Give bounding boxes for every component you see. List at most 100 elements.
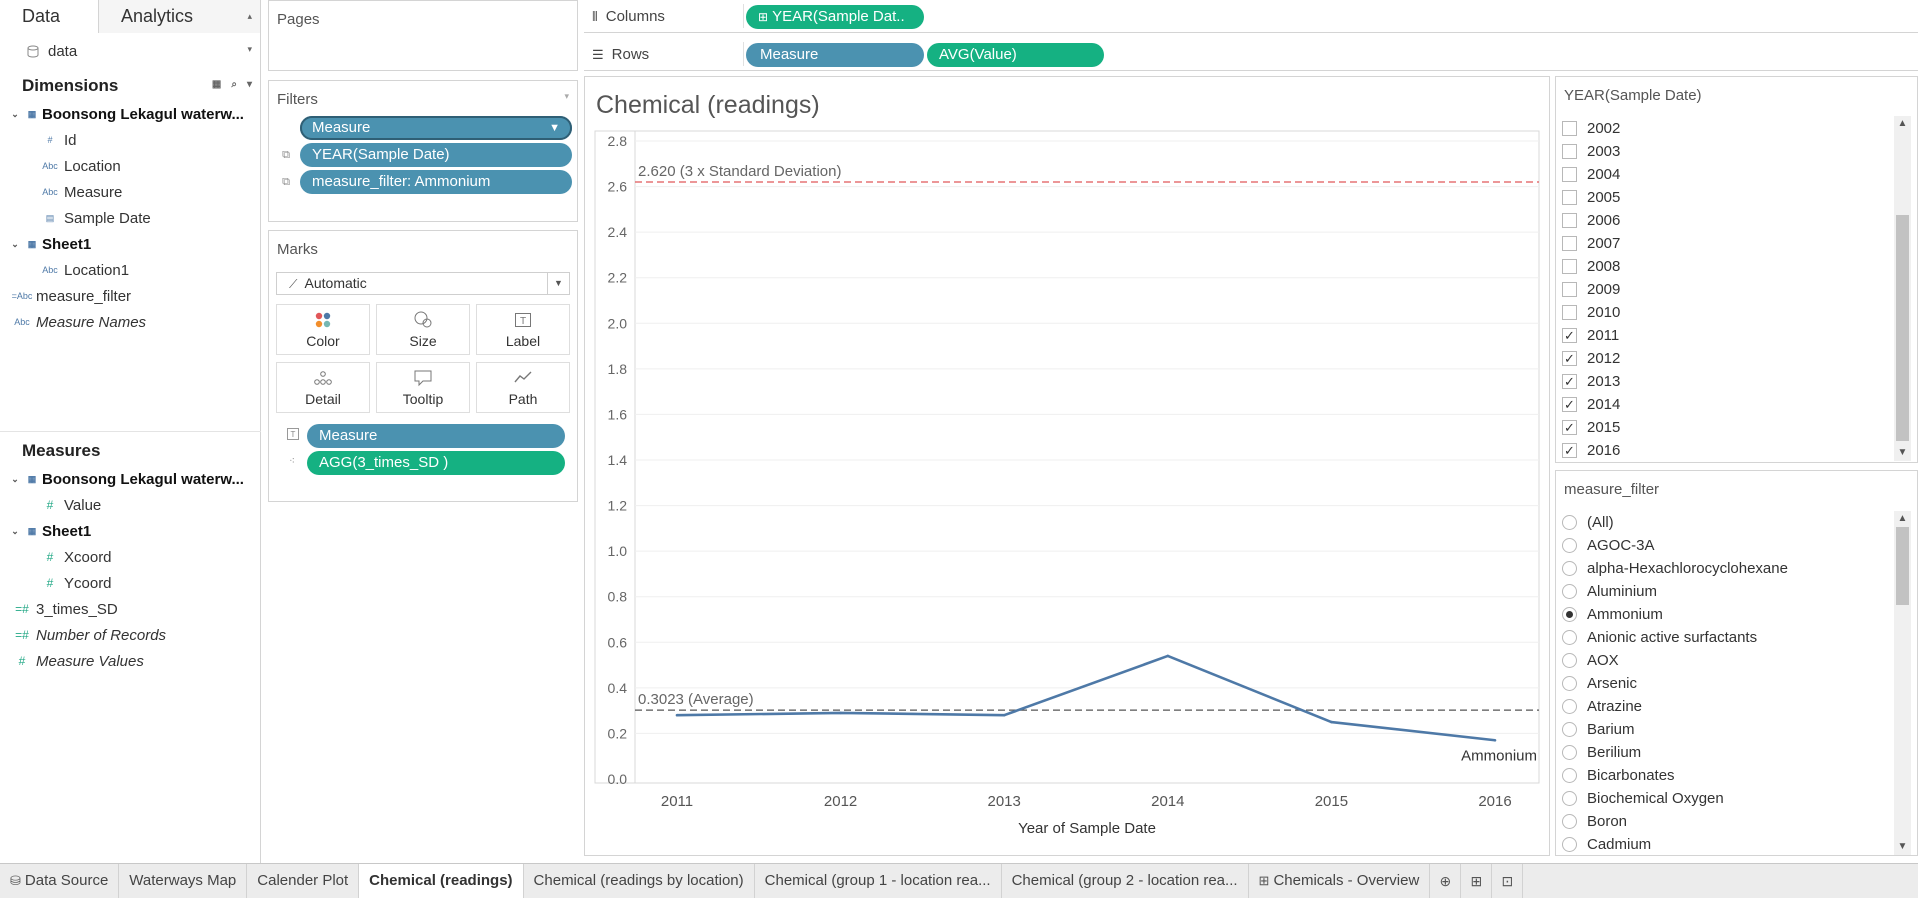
- field-item[interactable]: # Ycoord: [0, 570, 261, 596]
- dropdown-icon[interactable]: ▾: [246, 79, 252, 90]
- year-option-2010[interactable]: 2010: [1562, 301, 1620, 324]
- sheet-tab-calender-plot[interactable]: Calender Plot: [247, 864, 360, 898]
- measure-option-bicarbonates[interactable]: Bicarbonates: [1562, 764, 1675, 787]
- radio-icon[interactable]: [1562, 814, 1577, 829]
- columns-pill-year[interactable]: ⊞ YEAR(Sample Dat..: [746, 5, 924, 29]
- rows-pill-avg-value[interactable]: AVG(Value): [927, 43, 1104, 67]
- size-button[interactable]: Size: [376, 304, 470, 355]
- field-item[interactable]: =# 3_times_SD: [0, 596, 261, 622]
- radio-icon[interactable]: [1562, 561, 1577, 576]
- radio-icon[interactable]: [1562, 837, 1577, 852]
- detail-button[interactable]: Detail: [276, 362, 370, 413]
- measure-option-aluminium[interactable]: Aluminium: [1562, 580, 1657, 603]
- radio-icon[interactable]: [1562, 653, 1577, 668]
- new-worksheet-icon[interactable]: ⊕: [1430, 864, 1462, 898]
- year-option-2014[interactable]: ✓ 2014: [1562, 393, 1620, 416]
- radio-icon[interactable]: [1562, 630, 1577, 645]
- measure-option-all[interactable]: (All): [1562, 511, 1614, 534]
- chevron-down-icon[interactable]: ⌄: [11, 238, 19, 249]
- measure-option-arsenic[interactable]: Arsenic: [1562, 672, 1637, 695]
- scroll-thumb[interactable]: [1896, 215, 1909, 441]
- measure-option-boron[interactable]: Boron: [1562, 810, 1627, 833]
- year-option-2007[interactable]: 2007: [1562, 232, 1620, 255]
- chevron-down-icon[interactable]: ⌄: [11, 473, 19, 484]
- field-item[interactable]: # Xcoord: [0, 544, 261, 570]
- checkbox-checked-icon[interactable]: ✓: [1562, 443, 1577, 458]
- checkbox-icon[interactable]: [1562, 282, 1577, 297]
- sheet-tab-chemical-readings[interactable]: Chemical (readings): [359, 864, 524, 898]
- field-item[interactable]: =Abc measure_filter: [0, 283, 260, 309]
- sheet-tab-waterways-map[interactable]: Waterways Map: [119, 864, 248, 898]
- sheet-tab-data-source[interactable]: ⛁ Data Source: [0, 864, 120, 898]
- year-option-2003[interactable]: 2003: [1562, 140, 1620, 163]
- checkbox-icon[interactable]: [1562, 167, 1577, 182]
- year-option-2013[interactable]: ✓ 2013: [1562, 370, 1620, 393]
- sheet-tab-chemical-group-2-location-rea[interactable]: Chemical (group 2 - location rea...: [1002, 864, 1249, 898]
- field-item[interactable]: Abc Measure: [0, 179, 260, 205]
- dropdown-arrow-icon[interactable]: ▼: [549, 122, 560, 134]
- measure-option-biochemical-oxygen[interactable]: Biochemical Oxygen: [1562, 787, 1724, 810]
- measure-option-cadmium[interactable]: Cadmium: [1562, 833, 1651, 856]
- chevron-down-icon[interactable]: ▼: [547, 273, 569, 294]
- checkbox-checked-icon[interactable]: ✓: [1562, 351, 1577, 366]
- field-item[interactable]: ▤ Sample Date: [0, 205, 260, 231]
- measure-filter-scrollbar[interactable]: ▲ ▼: [1894, 511, 1911, 855]
- tree-group[interactable]: ⌄ ▦ Sheet1: [0, 518, 261, 544]
- chevron-down-icon[interactable]: ⌄: [11, 108, 19, 119]
- filter-pill-measure[interactable]: Measure ▼: [300, 116, 572, 140]
- new-dashboard-icon[interactable]: ⊞: [1461, 864, 1493, 898]
- measure-option-barium[interactable]: Barium: [1562, 718, 1635, 741]
- year-option-2006[interactable]: 2006: [1562, 209, 1620, 232]
- measure-option-aox[interactable]: AOX: [1562, 649, 1619, 672]
- measure-option-anionic-active-surfactants[interactable]: Anionic active surfactants: [1562, 626, 1757, 649]
- rows-pill-measure[interactable]: Measure: [746, 43, 924, 67]
- tree-group[interactable]: ⌄ ▦ Boonsong Lekagul waterw...: [0, 101, 260, 127]
- field-item[interactable]: # Id: [0, 127, 260, 153]
- tab-data[interactable]: Data: [0, 0, 100, 33]
- checkbox-checked-icon[interactable]: ✓: [1562, 397, 1577, 412]
- filter-pill-measure-filter[interactable]: measure_filter: Ammonium: [300, 170, 572, 194]
- search-icon[interactable]: ⌕: [231, 79, 237, 90]
- measure-option-alpha-hexachlorocyclohexane[interactable]: alpha-Hexachlorocyclohexane: [1562, 557, 1788, 580]
- checkbox-checked-icon[interactable]: ✓: [1562, 420, 1577, 435]
- view-toggle-icon[interactable]: ▦: [211, 79, 222, 90]
- tab-analytics[interactable]: Analytics ▴ ▾: [99, 0, 260, 54]
- measure-option-berilium[interactable]: Berilium: [1562, 741, 1641, 764]
- field-item[interactable]: Abc Location1: [0, 257, 260, 283]
- year-option-2005[interactable]: 2005: [1562, 186, 1620, 209]
- field-item[interactable]: Abc Location: [0, 153, 260, 179]
- checkbox-checked-icon[interactable]: ✓: [1562, 374, 1577, 389]
- checkbox-icon[interactable]: [1562, 236, 1577, 251]
- scroll-down-icon[interactable]: ▼: [1897, 841, 1908, 852]
- radio-icon[interactable]: [1562, 584, 1577, 599]
- path-button[interactable]: Path: [476, 362, 570, 413]
- measure-option-ammonium[interactable]: Ammonium: [1562, 603, 1663, 626]
- scroll-down-icon[interactable]: ▼: [1897, 447, 1908, 458]
- label-button[interactable]: T Label: [476, 304, 570, 355]
- scroll-up-icon[interactable]: ▲: [1897, 118, 1908, 129]
- year-option-2009[interactable]: 2009: [1562, 278, 1620, 301]
- radio-icon[interactable]: [1562, 699, 1577, 714]
- year-option-2004[interactable]: 2004: [1562, 163, 1620, 186]
- checkbox-icon[interactable]: [1562, 305, 1577, 320]
- filters-collapse-icon[interactable]: ▾: [564, 91, 569, 101]
- year-filter-scrollbar[interactable]: ▲ ▼: [1894, 116, 1911, 461]
- measure-option-agoc-3a[interactable]: AGOC-3A: [1562, 534, 1655, 557]
- sheet-tab-chemical-readings-by-location[interactable]: Chemical (readings by location): [524, 864, 755, 898]
- chevron-down-icon[interactable]: ⌄: [11, 525, 19, 536]
- year-option-2002[interactable]: 2002: [1562, 117, 1620, 140]
- radio-icon[interactable]: [1562, 515, 1577, 530]
- tree-group[interactable]: ⌄ ▦ Sheet1: [0, 231, 260, 257]
- mark-type-select[interactable]: ⟋ Automatic ▼: [276, 272, 570, 295]
- tree-group[interactable]: ⌄ ▦ Boonsong Lekagul waterw...: [0, 466, 261, 492]
- radio-icon[interactable]: [1562, 768, 1577, 783]
- tooltip-button[interactable]: Tooltip: [376, 362, 470, 413]
- field-item[interactable]: Abc Measure Names: [0, 309, 260, 335]
- checkbox-icon[interactable]: [1562, 213, 1577, 228]
- new-story-icon[interactable]: ⊡: [1492, 864, 1524, 898]
- radio-icon[interactable]: [1562, 791, 1577, 806]
- year-option-2011[interactable]: ✓ 2011: [1562, 324, 1619, 347]
- filter-pill-year[interactable]: YEAR(Sample Date): [300, 143, 572, 167]
- year-option-2015[interactable]: ✓ 2015: [1562, 416, 1620, 439]
- radio-selected-icon[interactable]: [1562, 607, 1577, 622]
